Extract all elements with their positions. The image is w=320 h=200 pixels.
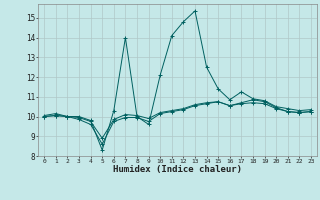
X-axis label: Humidex (Indice chaleur): Humidex (Indice chaleur) <box>113 165 242 174</box>
